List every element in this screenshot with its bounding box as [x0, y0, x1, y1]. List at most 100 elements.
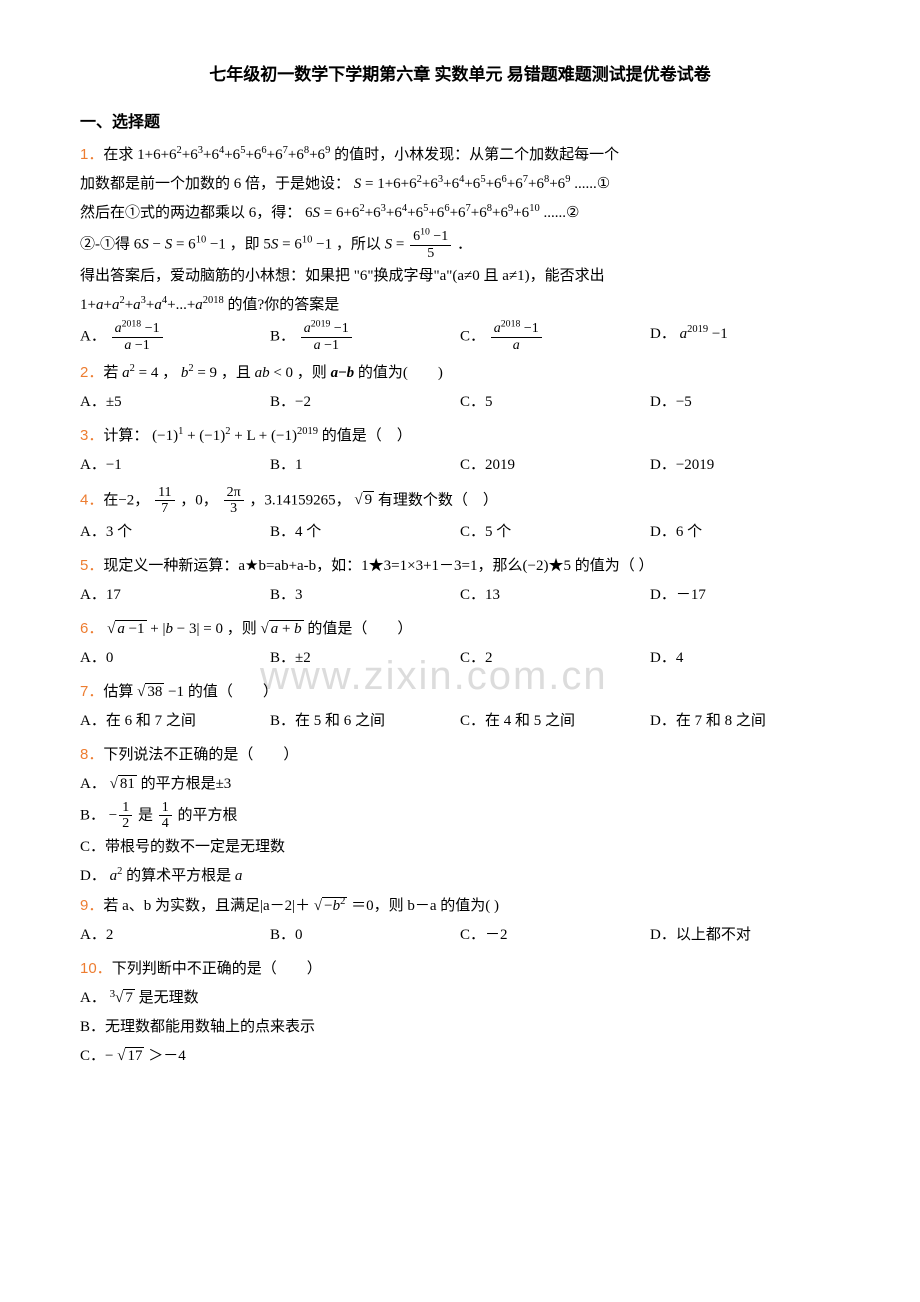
option-d: D．−5	[650, 389, 840, 416]
question-1-line4: ②-①得 6S − S = 610 −1 ，即 5S = 610 −1 ，所以 …	[80, 229, 840, 261]
q3-options: A．−1 B．1 C．2019 D．−2019	[80, 452, 840, 479]
text: 的值（ ）	[188, 684, 278, 700]
option-c: C．13	[460, 582, 650, 609]
opt-label: B．	[80, 807, 105, 823]
option-c: C．2	[460, 645, 650, 672]
opt-label: A．	[80, 990, 106, 1006]
option-a: A．2	[80, 922, 270, 949]
text: ......①	[574, 176, 610, 192]
text: 在求	[103, 147, 133, 163]
q8-option-a: A． √81 的平方根是±3	[80, 771, 840, 798]
option-d: D．－17	[650, 582, 840, 609]
qnum: 7．	[80, 683, 103, 700]
q10-option-c: C．− √17 ＞－4	[80, 1043, 840, 1070]
question-3: 3．计算： (−1)1 + (−1)2 + L + (−1)2019 的值是（ …	[80, 422, 840, 450]
question-1-line6: 1+a+a2+a3+a4+...+a2018 的值?你的答案是	[80, 292, 840, 319]
qnum: 1．	[80, 146, 103, 163]
text: ．	[457, 237, 472, 253]
text: 的值为( )	[358, 365, 443, 381]
question-10: 10．下列判断中不正确的是（ ）	[80, 955, 840, 983]
option-d: D． a2019 −1	[650, 321, 840, 353]
text: 是无理数	[139, 990, 199, 1006]
option-d: D．−2019	[650, 452, 840, 479]
q8-option-c: C．带根号的数不一定是无理数	[80, 834, 840, 861]
option-c: C．2019	[460, 452, 650, 479]
q7-options: A．在 6 和 7 之间 B．在 5 和 6 之间 C．在 4 和 5 之间 D…	[80, 708, 840, 735]
qnum: 6．	[80, 620, 103, 637]
text: 若	[103, 365, 118, 381]
text: 在−2，	[103, 492, 149, 508]
question-1-line5: 得出答案后，爱动脑筋的小林想：如果把 "6"换成字母"a"(a≠0 且 a≠1)…	[80, 263, 840, 290]
q4-options: A．3 个 B．4 个 C．5 个 D．6 个	[80, 519, 840, 546]
option-c: C．5 个	[460, 519, 650, 546]
qnum: 3．	[80, 427, 103, 444]
page-title: 七年级初一数学下学期第六章 实数单元 易错题难题测试提优卷试卷	[80, 60, 840, 91]
option-b: B．±2	[270, 645, 460, 672]
opt-label: D．	[80, 868, 106, 884]
option-a: A．±5	[80, 389, 270, 416]
option-a: A．在 6 和 7 之间	[80, 708, 270, 735]
question-7: 7．估算 √38 −1 的值（ ）	[80, 678, 840, 706]
question-1-line3: 然后在①式的两边都乘以 6，得： 6S = 6+62+63+64+65+66+6…	[80, 200, 840, 227]
text: ，即	[230, 237, 260, 253]
opt-label: B．	[270, 329, 295, 345]
text: ，所以	[336, 237, 381, 253]
text: ，则	[297, 365, 327, 381]
option-b: B． a2019 −1a −1	[270, 321, 460, 353]
option-c: C．5	[460, 389, 650, 416]
qnum: 5．	[80, 557, 103, 574]
text: 下列判断中不正确的是（ ）	[112, 961, 322, 977]
text: 的平方根	[178, 807, 238, 823]
text: 下列说法不正确的是（ ）	[103, 747, 298, 763]
option-a: A．17	[80, 582, 270, 609]
option-b: B．1	[270, 452, 460, 479]
text: 计算：	[103, 428, 148, 444]
question-2: 2．若 a2 = 4 ， b2 = 9 ，且 ab < 0 ，则 a−b 的值为…	[80, 359, 840, 387]
text: 的平方根是±3	[141, 776, 232, 792]
text: 估算	[103, 684, 133, 700]
question-1-line2: 加数都是前一个加数的 6 倍，于是她设： S = 1+6+62+63+64+65…	[80, 171, 840, 198]
opt-label: A．	[80, 776, 106, 792]
text: 若 a、b 为实数，且满足|a－2|＋	[103, 898, 310, 914]
text: ＞－4	[148, 1048, 186, 1064]
text: ②-①得	[80, 237, 130, 253]
text: ，且	[221, 365, 251, 381]
option-b: B．3	[270, 582, 460, 609]
question-4: 4．在−2， 117 ，0， 2π3 ，3.14159265， √9 有理数个数…	[80, 485, 840, 517]
option-b: B．0	[270, 922, 460, 949]
option-a: A．3 个	[80, 519, 270, 546]
q1-options: A． a2018 −1a −1 B． a2019 −1a −1 C． a2018…	[80, 321, 840, 353]
text: 的算术平方根是	[126, 868, 231, 884]
text: ，则	[227, 621, 257, 637]
text: ，0，	[180, 492, 218, 508]
text: 的值?你的答案是	[228, 297, 340, 313]
option-c: C． a2018 −1a	[460, 321, 650, 353]
question-9: 9．若 a、b 为实数，且满足|a－2|＋ √−b2 ＝0，则 b－a 的值为(…	[80, 892, 840, 920]
q8-option-d: D． a2 的算术平方根是 a	[80, 863, 840, 890]
option-b: B．在 5 和 6 之间	[270, 708, 460, 735]
qnum: 4．	[80, 491, 103, 508]
text: 然后在①式的两边都乘以 6，得：	[80, 205, 301, 221]
q10-option-a: A． 3√7 是无理数	[80, 985, 840, 1012]
option-d: D．以上都不对	[650, 922, 840, 949]
qnum: 9．	[80, 897, 103, 914]
qnum: 2．	[80, 364, 103, 381]
text: ＝0，则 b－a 的值为( )	[351, 898, 499, 914]
text: 的值时，小林发现：从第二个加数起每一个	[334, 147, 619, 163]
option-d: D．6 个	[650, 519, 840, 546]
option-d: D．在 7 和 8 之间	[650, 708, 840, 735]
q9-options: A．2 B．0 C．－2 D．以上都不对	[80, 922, 840, 949]
opt-label: C．−	[80, 1048, 113, 1064]
text: ，3.14159265，	[249, 492, 350, 508]
q6-options: A．0 B．±2 C．2 D．4	[80, 645, 840, 672]
q8-option-b: B． −12 是 14 的平方根	[80, 800, 840, 832]
option-a: A． a2018 −1a −1	[80, 321, 270, 353]
q5-options: A．17 B．3 C．13 D．－17	[80, 582, 840, 609]
text: 现定义一种新运算：a★b=ab+a-b，如：1★3=1×3+1－3=1，那么(−…	[103, 558, 653, 574]
qnum: 10．	[80, 960, 112, 977]
text: 有理数个数（ ）	[378, 492, 498, 508]
question-1: 1．在求 1+6+62+63+64+65+66+67+68+69 的值时，小林发…	[80, 141, 840, 169]
option-d: D．4	[650, 645, 840, 672]
option-c: C．－2	[460, 922, 650, 949]
option-b: B．−2	[270, 389, 460, 416]
